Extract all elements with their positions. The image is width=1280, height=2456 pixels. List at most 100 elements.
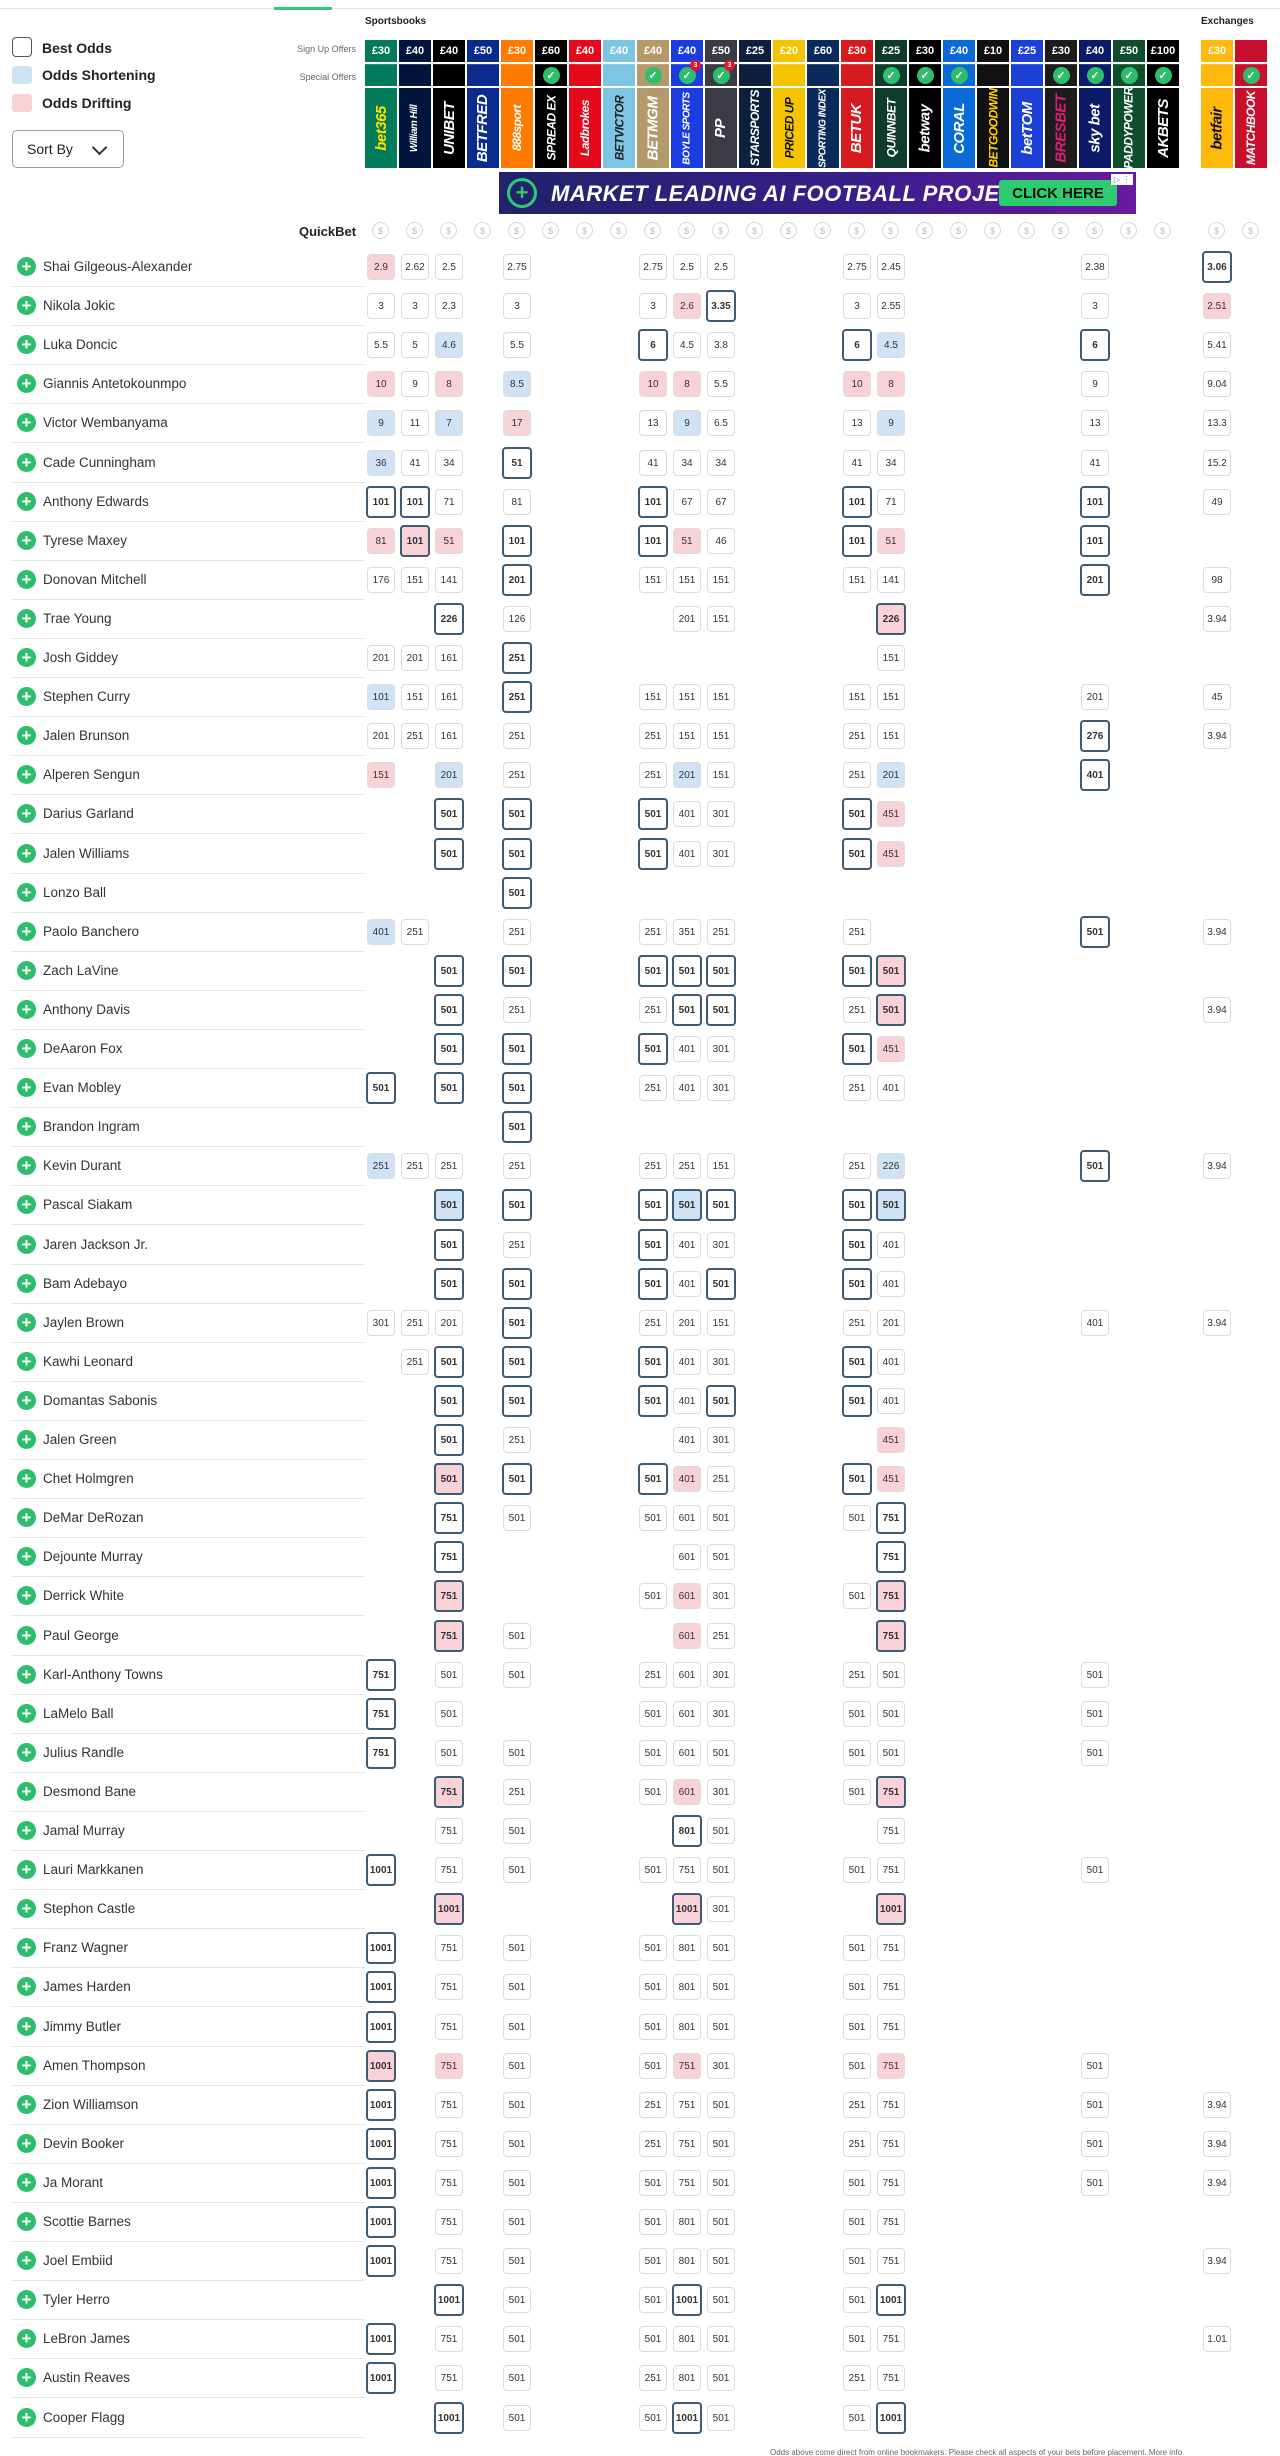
add-selection-button[interactable]: + (17, 1508, 36, 1527)
odds-cell[interactable]: 151 (367, 762, 395, 788)
special-offer[interactable] (739, 64, 771, 86)
add-selection-button[interactable]: + (17, 570, 36, 589)
odds-cell[interactable]: 801 (673, 1974, 701, 2000)
bookmaker-logo[interactable]: betfair (1201, 88, 1233, 168)
odds-cell[interactable]: 501 (366, 1072, 396, 1104)
bookmaker-column[interactable]: £30 888sport (501, 40, 533, 168)
odds-cell[interactable]: 501 (843, 1740, 871, 1766)
bookmaker-column[interactable]: £30 BETUK (841, 40, 873, 168)
odds-cell[interactable]: 501 (707, 1857, 735, 1883)
odds-cell[interactable]: 276 (1080, 720, 1110, 752)
odds-cell[interactable]: 501 (502, 1189, 532, 1221)
odds-cell[interactable]: 101 (1080, 486, 1110, 518)
odds-cell[interactable]: 501 (434, 1072, 464, 1104)
odds-cell[interactable]: 51 (502, 447, 532, 479)
odds-cell[interactable]: 501 (707, 2287, 735, 2313)
odds-cell[interactable]: 501 (707, 2365, 735, 2391)
odds-cell[interactable]: 501 (672, 1189, 702, 1221)
odds-cell[interactable]: 3 (639, 293, 667, 319)
bookmaker-logo[interactable]: CORAL (943, 88, 975, 168)
add-selection-button[interactable]: + (17, 1000, 36, 1019)
sign-up-offer[interactable]: £40 (671, 40, 703, 62)
odds-cell[interactable]: 401 (877, 1232, 905, 1258)
odds-cell[interactable]: 4.6 (435, 332, 463, 358)
sign-up-offer[interactable]: £40 (569, 40, 601, 62)
odds-cell[interactable]: 501 (706, 1189, 736, 1221)
odds-cell[interactable]: 501 (435, 1662, 463, 1688)
odds-cell[interactable]: 201 (673, 762, 701, 788)
odds-cell[interactable]: 751 (877, 2092, 905, 2118)
odds-cell[interactable]: 2.75 (503, 254, 531, 280)
special-offer[interactable] (1201, 64, 1233, 86)
odds-cell[interactable]: 201 (367, 645, 395, 671)
odds-cell[interactable]: 801 (673, 2248, 701, 2274)
odds-cell[interactable]: 601 (673, 1740, 701, 1766)
odds-cell[interactable]: 101 (842, 525, 872, 557)
odds-cell[interactable]: 501 (706, 994, 736, 1026)
odds-cell[interactable]: 751 (673, 2053, 701, 2079)
odds-cell[interactable]: 751 (435, 2365, 463, 2391)
odds-cell[interactable]: 251 (639, 997, 667, 1023)
quickbet-dollar-icon[interactable]: $ (984, 222, 1001, 239)
odds-cell[interactable]: 151 (843, 567, 871, 593)
odds-cell[interactable]: 751 (434, 1776, 464, 1808)
odds-cell[interactable]: 41 (843, 450, 871, 476)
odds-cell[interactable]: 501 (503, 2248, 531, 2274)
odds-cell[interactable]: 1001 (366, 2050, 396, 2082)
odds-cell[interactable]: 501 (503, 1818, 531, 1844)
special-offer[interactable]: ✓ (535, 64, 567, 86)
odds-cell[interactable]: 226 (876, 603, 906, 635)
add-selection-button[interactable]: + (17, 374, 36, 393)
quickbet-dollar-icon[interactable]: $ (950, 222, 967, 239)
odds-cell[interactable]: 101 (366, 486, 396, 518)
bookmaker-logo[interactable]: BRESBET (1045, 88, 1077, 168)
quickbet-dollar-icon[interactable]: $ (474, 222, 491, 239)
odds-cell[interactable]: 251 (639, 1662, 667, 1688)
odds-cell[interactable]: 1001 (366, 2323, 396, 2355)
odds-cell[interactable]: 501 (842, 1268, 872, 1300)
odds-cell[interactable]: 251 (843, 1075, 871, 1101)
add-selection-button[interactable]: + (17, 1117, 36, 1136)
add-selection-button[interactable]: + (17, 2290, 36, 2309)
odds-cell[interactable]: 201 (401, 645, 429, 671)
add-selection-button[interactable]: + (17, 2056, 36, 2075)
odds-cell[interactable]: 3 (401, 293, 429, 319)
special-offer[interactable]: ✓ (1045, 64, 1077, 86)
special-offer[interactable] (1011, 64, 1043, 86)
odds-cell[interactable]: 101 (638, 486, 668, 518)
odds-cell[interactable]: 451 (877, 841, 905, 867)
odds-cell[interactable]: 6 (842, 329, 872, 361)
add-selection-button[interactable]: + (17, 1782, 36, 1801)
odds-cell[interactable]: 601 (673, 1623, 701, 1649)
odds-cell[interactable]: 251 (843, 1310, 871, 1336)
odds-cell[interactable]: 71 (435, 489, 463, 515)
odds-cell[interactable]: 501 (434, 1463, 464, 1495)
odds-cell[interactable]: 451 (877, 801, 905, 827)
odds-cell[interactable]: 451 (877, 1036, 905, 1062)
odds-cell[interactable]: 751 (366, 1737, 396, 1769)
odds-cell[interactable]: 301 (707, 1036, 735, 1062)
odds-cell[interactable]: 3.8 (707, 332, 735, 358)
add-selection-button[interactable]: + (17, 2212, 36, 2231)
odds-cell[interactable]: 2.51 (1203, 293, 1231, 319)
odds-cell[interactable]: 751 (435, 2209, 463, 2235)
odds-cell[interactable]: 251 (639, 2365, 667, 2391)
odds-cell[interactable]: 301 (367, 1310, 395, 1336)
odds-cell[interactable]: 46 (707, 528, 735, 554)
odds-cell[interactable]: 301 (707, 801, 735, 827)
odds-cell[interactable]: 751 (435, 2053, 463, 2079)
bookmaker-logo[interactable]: Ladbrokes (569, 88, 601, 168)
odds-cell[interactable]: 601 (673, 1544, 701, 1570)
bookmaker-column[interactable]: £30 betfair (1201, 40, 1233, 168)
odds-cell[interactable]: 751 (877, 1974, 905, 2000)
odds-cell[interactable]: 1001 (434, 2402, 464, 2434)
bookmaker-logo[interactable]: BETGOODWIN (977, 88, 1009, 168)
odds-cell[interactable]: 1001 (366, 2206, 396, 2238)
odds-cell[interactable]: 201 (1081, 684, 1109, 710)
odds-cell[interactable]: 501 (639, 1701, 667, 1727)
odds-cell[interactable]: 51 (877, 528, 905, 554)
odds-cell[interactable]: 501 (843, 2405, 871, 2431)
odds-cell[interactable]: 251 (673, 1153, 701, 1179)
odds-cell[interactable]: 501 (843, 2287, 871, 2313)
special-offer[interactable]: ✓ (909, 64, 941, 86)
